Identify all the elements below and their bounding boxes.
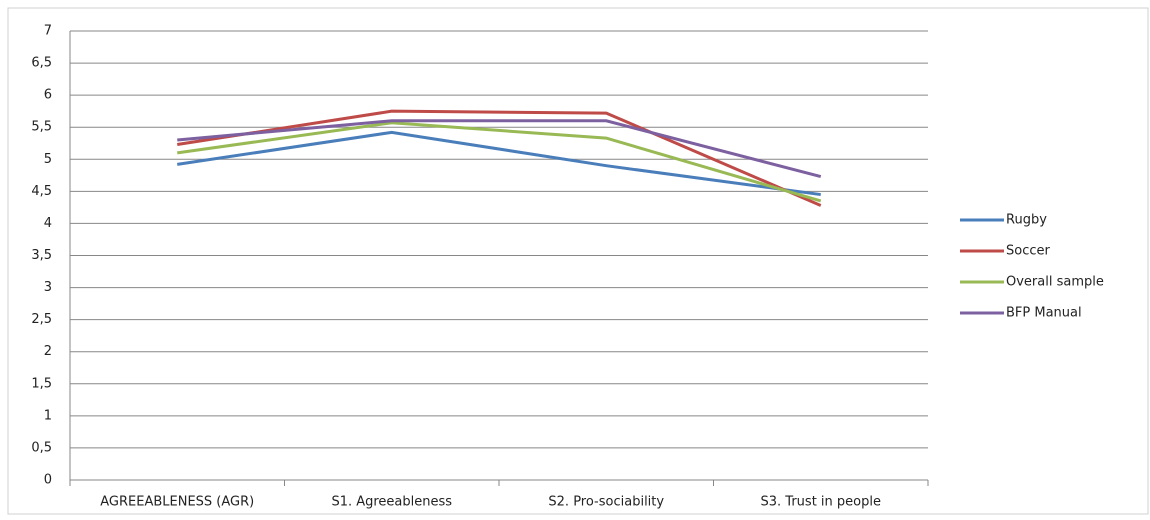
y-tick-label: 6,5 [31,56,52,71]
legend-label: Overall sample [1006,275,1104,290]
y-tick-label: 5,5 [31,120,52,135]
legend-label: BFP Manual [1006,306,1082,321]
y-tick-label: 0,5 [31,440,52,455]
y-tick-label: 3,5 [31,248,52,263]
x-tick-label: AGREEABLENESS (AGR) [100,495,254,510]
y-tick-label: 0 [44,473,52,488]
x-tick-label: S3. Trust in people [761,495,881,510]
y-tick-label: 2 [44,344,52,359]
y-tick-label: 1,5 [31,376,52,391]
y-tick-label: 2,5 [31,312,52,327]
series-line [177,121,822,203]
legend-label: Rugby [1006,213,1047,228]
y-tick-label: 5 [44,152,52,167]
series-line [177,119,822,179]
x-tick-label: S2. Pro-sociability [548,495,664,510]
y-tick-label: 4,5 [31,184,52,199]
y-tick-label: 1 [44,408,52,423]
series-line [177,109,822,207]
y-tick-label: 3 [44,280,52,295]
legend-label: Soccer [1006,244,1050,259]
x-tick-label: S1. Agreeableness [331,495,452,510]
y-tick-label: 6 [44,88,52,103]
y-tick-label: 4 [44,216,52,231]
y-tick-label: 7 [44,24,52,39]
series-line [177,130,821,197]
chart-border [7,7,1149,515]
